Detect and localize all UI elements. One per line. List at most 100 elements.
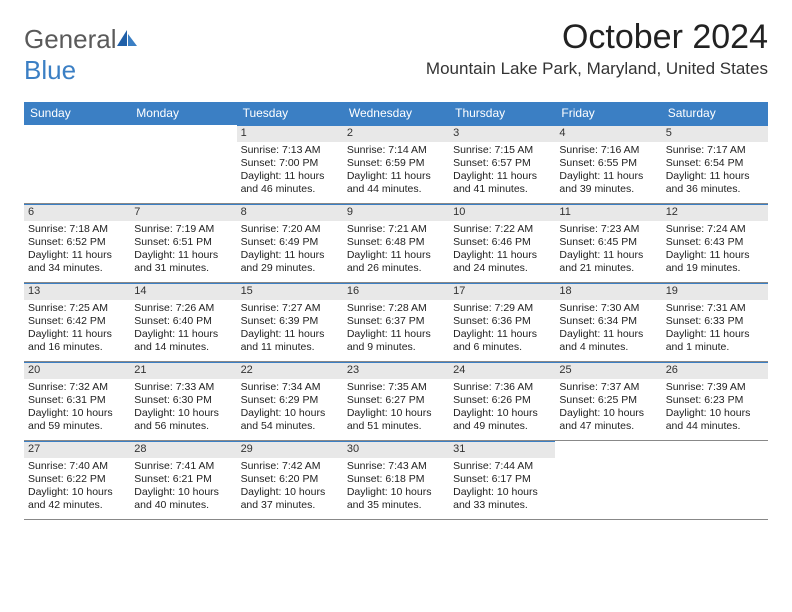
day-number: 31 [449,441,555,458]
day-body: Sunrise: 7:32 AMSunset: 6:31 PMDaylight:… [24,379,130,438]
daylight-text: Daylight: 11 hours and 44 minutes. [347,170,445,196]
day-body: Sunrise: 7:37 AMSunset: 6:25 PMDaylight:… [555,379,661,438]
sunrise-text: Sunrise: 7:22 AM [453,223,551,236]
day-cell: 14Sunrise: 7:26 AMSunset: 6:40 PMDayligh… [130,283,236,361]
brand-logo: General Blue [24,24,139,86]
day-body: Sunrise: 7:21 AMSunset: 6:48 PMDaylight:… [343,221,449,280]
sunrise-text: Sunrise: 7:27 AM [241,302,339,315]
day-header: Wednesday [343,102,449,124]
day-number: 18 [555,283,661,300]
title-block: October 2024 Mountain Lake Park, Marylan… [426,18,768,79]
day-number: 25 [555,362,661,379]
day-cell: 29Sunrise: 7:42 AMSunset: 6:20 PMDayligh… [237,441,343,519]
sunset-text: Sunset: 6:59 PM [347,157,445,170]
sunset-text: Sunset: 6:51 PM [134,236,232,249]
daylight-text: Daylight: 11 hours and 39 minutes. [559,170,657,196]
daylight-text: Daylight: 11 hours and 31 minutes. [134,249,232,275]
day-number: 28 [130,441,236,458]
day-body: Sunrise: 7:34 AMSunset: 6:29 PMDaylight:… [237,379,343,438]
day-number: 17 [449,283,555,300]
daylight-text: Daylight: 10 hours and 33 minutes. [453,486,551,512]
week-row: 1Sunrise: 7:13 AMSunset: 7:00 PMDaylight… [24,125,768,204]
day-number: 9 [343,204,449,221]
daylight-text: Daylight: 11 hours and 26 minutes. [347,249,445,275]
sunset-text: Sunset: 7:00 PM [241,157,339,170]
daylight-text: Daylight: 11 hours and 34 minutes. [28,249,126,275]
sunrise-text: Sunrise: 7:29 AM [453,302,551,315]
day-body: Sunrise: 7:36 AMSunset: 6:26 PMDaylight:… [449,379,555,438]
day-cell: 4Sunrise: 7:16 AMSunset: 6:55 PMDaylight… [555,125,661,203]
day-cell: 21Sunrise: 7:33 AMSunset: 6:30 PMDayligh… [130,362,236,440]
day-cell: 18Sunrise: 7:30 AMSunset: 6:34 PMDayligh… [555,283,661,361]
day-body: Sunrise: 7:18 AMSunset: 6:52 PMDaylight:… [24,221,130,280]
daylight-text: Daylight: 10 hours and 51 minutes. [347,407,445,433]
day-number: 5 [662,125,768,142]
day-number: 26 [662,362,768,379]
daylight-text: Daylight: 11 hours and 19 minutes. [666,249,764,275]
sunset-text: Sunset: 6:57 PM [453,157,551,170]
day-body: Sunrise: 7:14 AMSunset: 6:59 PMDaylight:… [343,142,449,201]
sunset-text: Sunset: 6:40 PM [134,315,232,328]
day-body: Sunrise: 7:27 AMSunset: 6:39 PMDaylight:… [237,300,343,359]
day-body: Sunrise: 7:20 AMSunset: 6:49 PMDaylight:… [237,221,343,280]
week-row: 6Sunrise: 7:18 AMSunset: 6:52 PMDaylight… [24,204,768,283]
sunset-text: Sunset: 6:54 PM [666,157,764,170]
sunrise-text: Sunrise: 7:30 AM [559,302,657,315]
day-header: Thursday [449,102,555,124]
day-number: 16 [343,283,449,300]
daylight-text: Daylight: 11 hours and 36 minutes. [666,170,764,196]
day-cell [662,441,768,519]
day-number: 2 [343,125,449,142]
day-cell: 7Sunrise: 7:19 AMSunset: 6:51 PMDaylight… [130,204,236,282]
sunset-text: Sunset: 6:31 PM [28,394,126,407]
day-cell [130,125,236,203]
daylight-text: Daylight: 11 hours and 29 minutes. [241,249,339,275]
sunrise-text: Sunrise: 7:18 AM [28,223,126,236]
sunrise-text: Sunrise: 7:19 AM [134,223,232,236]
sunset-text: Sunset: 6:43 PM [666,236,764,249]
day-body: Sunrise: 7:23 AMSunset: 6:45 PMDaylight:… [555,221,661,280]
daylight-text: Daylight: 10 hours and 42 minutes. [28,486,126,512]
day-body: Sunrise: 7:22 AMSunset: 6:46 PMDaylight:… [449,221,555,280]
brand-word1: General [24,24,117,54]
day-cell: 3Sunrise: 7:15 AMSunset: 6:57 PMDaylight… [449,125,555,203]
daylight-text: Daylight: 10 hours and 47 minutes. [559,407,657,433]
day-cell: 10Sunrise: 7:22 AMSunset: 6:46 PMDayligh… [449,204,555,282]
sunset-text: Sunset: 6:21 PM [134,473,232,486]
daylight-text: Daylight: 11 hours and 16 minutes. [28,328,126,354]
day-number: 4 [555,125,661,142]
day-number: 27 [24,441,130,458]
daylight-text: Daylight: 10 hours and 35 minutes. [347,486,445,512]
daylight-text: Daylight: 11 hours and 9 minutes. [347,328,445,354]
day-number: 8 [237,204,343,221]
day-cell: 20Sunrise: 7:32 AMSunset: 6:31 PMDayligh… [24,362,130,440]
sunset-text: Sunset: 6:29 PM [241,394,339,407]
sunset-text: Sunset: 6:55 PM [559,157,657,170]
day-header: Tuesday [237,102,343,124]
day-number: 21 [130,362,236,379]
day-header: Friday [555,102,661,124]
sunrise-text: Sunrise: 7:34 AM [241,381,339,394]
day-body: Sunrise: 7:16 AMSunset: 6:55 PMDaylight:… [555,142,661,201]
calendar-body: 1Sunrise: 7:13 AMSunset: 7:00 PMDaylight… [24,124,768,520]
brand-word2: Blue [24,55,76,85]
day-body: Sunrise: 7:43 AMSunset: 6:18 PMDaylight:… [343,458,449,517]
day-cell: 1Sunrise: 7:13 AMSunset: 7:00 PMDaylight… [237,125,343,203]
sunset-text: Sunset: 6:27 PM [347,394,445,407]
day-cell: 23Sunrise: 7:35 AMSunset: 6:27 PMDayligh… [343,362,449,440]
sunrise-text: Sunrise: 7:44 AM [453,460,551,473]
day-number: 19 [662,283,768,300]
day-header: Saturday [662,102,768,124]
sunset-text: Sunset: 6:42 PM [28,315,126,328]
sunrise-text: Sunrise: 7:25 AM [28,302,126,315]
day-cell: 27Sunrise: 7:40 AMSunset: 6:22 PMDayligh… [24,441,130,519]
day-body: Sunrise: 7:17 AMSunset: 6:54 PMDaylight:… [662,142,768,201]
sunrise-text: Sunrise: 7:31 AM [666,302,764,315]
sunset-text: Sunset: 6:34 PM [559,315,657,328]
sunset-text: Sunset: 6:30 PM [134,394,232,407]
sunrise-text: Sunrise: 7:35 AM [347,381,445,394]
daylight-text: Daylight: 10 hours and 56 minutes. [134,407,232,433]
sunrise-text: Sunrise: 7:32 AM [28,381,126,394]
day-cell: 15Sunrise: 7:27 AMSunset: 6:39 PMDayligh… [237,283,343,361]
day-body: Sunrise: 7:24 AMSunset: 6:43 PMDaylight:… [662,221,768,280]
